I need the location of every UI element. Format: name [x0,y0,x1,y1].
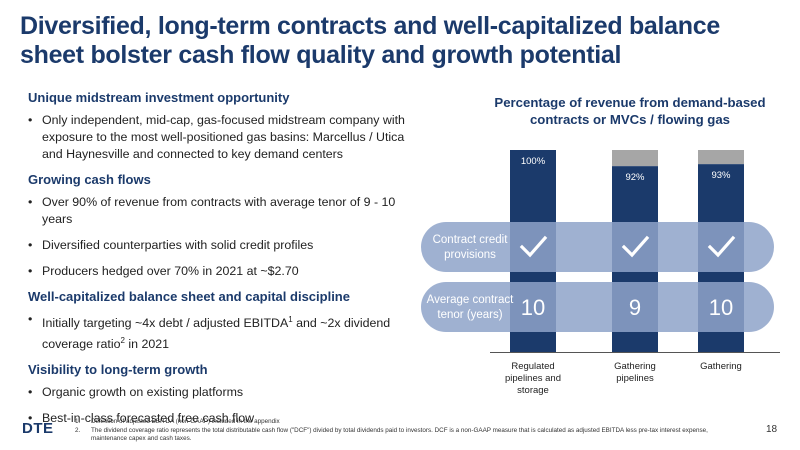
section-heading: Visibility to long-term growth [28,362,208,378]
category-label: storage [517,385,549,396]
category-label: Regulated [511,361,554,372]
dte-logo: DTE [22,420,54,437]
bullet-text: in 2021 [124,337,170,352]
tenor-value: 10 [709,295,733,320]
highlights-panel: Unique midstream investment opportunity … [28,90,408,436]
bullet-item: Best-in-class forecasted free cash flow [28,410,408,427]
bullet-item: Initially targeting ~4x debt / adjusted … [28,311,408,353]
footnote-number: 2. [75,426,81,434]
section-heading: Growing cash flows [28,172,151,187]
bullet-list: Over 90% of revenue from contracts with … [28,194,408,280]
check-icon [519,235,548,258]
footnote-number: 1. [75,418,81,425]
row-band [421,282,774,332]
footnote-text: The dividend coverage ratio represents t… [91,426,708,443]
bullet-item: Diversified counterparties with solid cr… [28,237,408,254]
category-label: Gathering [614,361,656,372]
bullet-text: Initially targeting ~4x debt / adjusted … [42,316,289,331]
bullet-item: Over 90% of revenue from contracts with … [28,194,408,228]
category-label: pipelines and [505,373,561,384]
row-label: tenor (years) [437,309,502,321]
tenor-value: 10 [521,295,545,320]
bullet-item: Producers hedged over 70% in 2021 at ~$2… [28,263,408,280]
footnote-text: Definition of adjusted EBITDA (non-GAAP)… [91,418,280,425]
row-label: Average contract [427,294,515,306]
row-band [421,222,774,272]
bullet-item: Organic growth on existing platforms [28,384,408,401]
section-heading: Well-capitalized balance sheet and capit… [28,289,350,304]
row-label: provisions [444,249,496,261]
bullet-item: Only independent, mid-cap, gas-focused m… [28,112,408,163]
bullet-list: Only independent, mid-cap, gas-focused m… [28,112,408,163]
bar-remainder [698,150,744,165]
row-label: Contract credit [433,234,509,246]
section-heading: Unique midstream investment opportunity [28,90,290,105]
category-label: Gathering [700,361,742,372]
footnote: 2. The dividend coverage ratio represents… [75,427,725,444]
bullet-text: and ~2x dividend coverage ratio [42,316,391,352]
footnote-ref: 1 [288,315,293,324]
check-icon [707,235,736,258]
tenor-value: 9 [629,295,641,320]
footnotes: 1. Definition of adjusted EBITDA (non-GAA… [75,418,725,444]
bar-value-label: 93% [711,170,731,181]
page-number: 18 [766,424,778,435]
bullet-list: Organic growth on existing platforms Bes… [28,384,408,427]
footnote: 1. Definition of adjusted EBITDA (non-GAA… [75,418,725,427]
chart-title: Percentage of revenue from demand-based … [494,95,766,127]
footnote-ref: 2 [120,336,125,346]
check-icon [621,235,650,258]
bar-remainder [612,150,658,167]
bar-value-label: 100% [521,156,546,167]
category-label: pipelines [616,373,654,384]
bullet-list: Initially targeting ~4x debt / adjusted … [28,311,408,353]
slide-title: Diversified, long-term contracts and wel… [20,12,720,69]
bar-value-label: 92% [625,172,645,183]
